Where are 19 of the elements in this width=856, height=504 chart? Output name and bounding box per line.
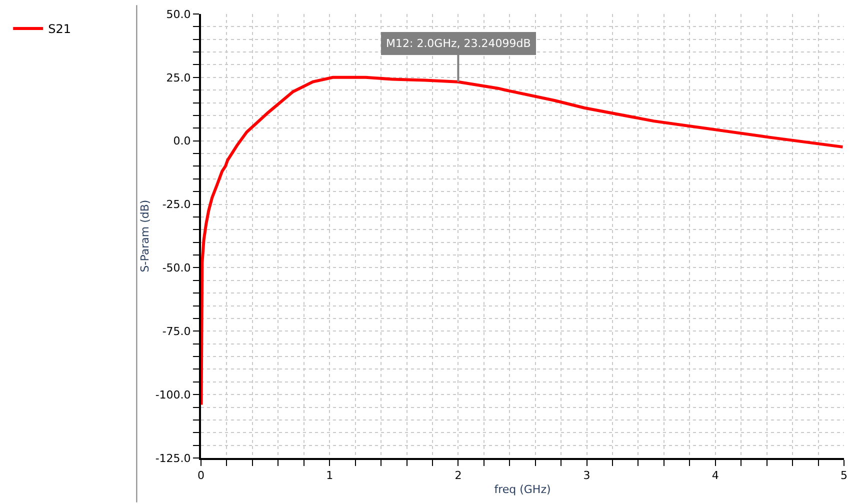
y-tick-label: -100.0 xyxy=(155,388,191,402)
x-tick-label: 0 xyxy=(198,469,204,482)
x-axis-title: freq (GHz) xyxy=(494,482,551,496)
y-tick-label: -75.0 xyxy=(162,324,191,338)
x-tick-label: 2 xyxy=(454,469,462,482)
y-tick-label: 25.0 xyxy=(166,71,191,84)
y-tick-label: -25.0 xyxy=(162,198,191,212)
x-tick-label: 3 xyxy=(583,469,590,482)
y-tick-label: 0.0 xyxy=(173,134,191,148)
y-tick-label: -125.0 xyxy=(155,452,191,465)
y-tick-label: 50.0 xyxy=(166,8,191,21)
x-tick-label: 1 xyxy=(326,469,334,482)
y-axis-title: S-Param (dB) xyxy=(138,200,152,272)
x-tick-label: 5 xyxy=(840,469,848,482)
y-tick-label: -50.0 xyxy=(162,262,191,275)
x-tick-label: 4 xyxy=(712,469,719,482)
line-series xyxy=(201,76,844,406)
annotation: M12: 2.0GHz, 23.24099dB xyxy=(386,37,531,50)
legend-label: S21 xyxy=(48,22,71,36)
